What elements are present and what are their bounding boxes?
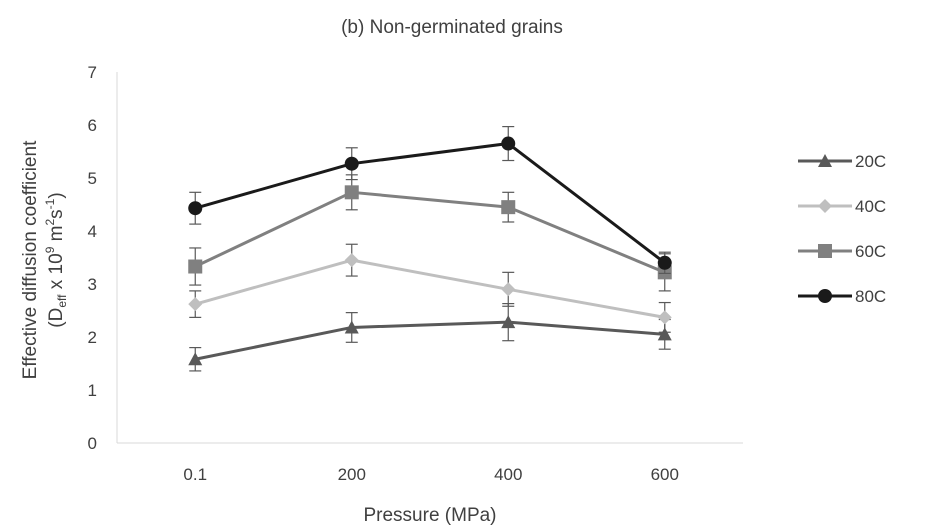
chart-title: (b) Non-germinated grains	[341, 17, 563, 38]
data-point	[501, 136, 516, 151]
data-point	[657, 255, 672, 270]
data-point	[344, 156, 359, 171]
data-point	[501, 200, 516, 215]
y-tick-label: 0	[88, 434, 97, 453]
y-tick-label: 1	[88, 381, 97, 400]
data-point	[344, 253, 359, 268]
series-layer	[188, 125, 672, 372]
data-point	[657, 310, 672, 325]
x-tick-label: 200	[338, 465, 366, 484]
y-tick-label: 7	[88, 63, 97, 82]
legend-label: 20C	[855, 152, 886, 171]
legend-item-60C: 60C	[798, 242, 886, 261]
legend-marker	[818, 154, 832, 167]
y-tick-label: 6	[88, 116, 97, 135]
y-tick-labels: 0 1 2 3 4 5 6 7	[88, 63, 97, 453]
data-point	[188, 297, 203, 312]
y-axis-title: Effective diffusion coefficient (Deff x …	[20, 140, 69, 379]
x-tick-label: 400	[494, 465, 522, 484]
series-line	[194, 258, 666, 319]
legend-marker	[818, 199, 832, 213]
series-line	[194, 190, 666, 274]
data-point	[188, 352, 203, 366]
legend: 20C 40C 60C 80C	[798, 152, 886, 306]
series-line	[194, 320, 665, 361]
data-point	[344, 185, 359, 200]
data-point	[501, 315, 516, 329]
y-tick-label: 4	[88, 222, 97, 241]
series-20C	[188, 303, 672, 372]
x-tick-labels: 0.1 200 400 600	[183, 465, 679, 484]
legend-label: 40C	[855, 197, 886, 216]
x-tick-label: 600	[651, 465, 679, 484]
legend-label: 80C	[855, 287, 886, 306]
series-80C	[188, 125, 672, 274]
series-60C	[188, 174, 672, 292]
data-point	[657, 327, 672, 341]
x-tick-label: 0.1	[183, 465, 207, 484]
data-point	[188, 259, 203, 274]
legend-marker	[818, 289, 832, 303]
y-axis-title-line2: (Deff x 109 m2s-1)	[43, 192, 69, 327]
legend-marker	[818, 244, 832, 258]
series-40C	[188, 243, 672, 333]
y-tick-label: 2	[88, 328, 97, 347]
data-point	[188, 201, 203, 216]
series-line	[194, 142, 666, 264]
data-point	[344, 320, 359, 334]
y-axis-title-line1: Effective diffusion coefficient	[20, 140, 41, 379]
legend-label: 60C	[855, 242, 886, 261]
y-tick-label: 5	[88, 169, 97, 188]
legend-item-80C: 80C	[798, 287, 886, 306]
x-axis-title: Pressure (MPa)	[363, 505, 496, 526]
y-tick-label: 3	[88, 275, 97, 294]
legend-item-20C: 20C	[798, 152, 886, 171]
legend-item-40C: 40C	[798, 197, 886, 216]
data-point	[501, 282, 516, 297]
